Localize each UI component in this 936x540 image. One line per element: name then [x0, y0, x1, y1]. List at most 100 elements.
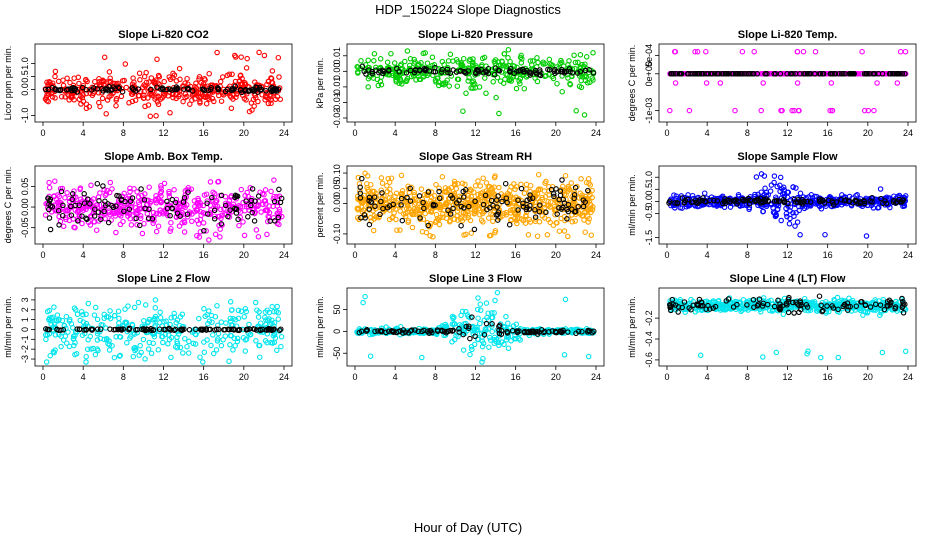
data-point — [58, 188, 65, 195]
data-point — [393, 190, 400, 197]
data-point — [764, 71, 770, 77]
data-point — [225, 201, 232, 207]
data-point — [518, 181, 524, 188]
data-point — [376, 214, 382, 221]
data-point — [590, 70, 597, 76]
data-point — [369, 70, 376, 77]
data-point — [218, 342, 225, 349]
data-point — [894, 80, 901, 86]
data-point — [404, 48, 411, 54]
data-point — [698, 71, 705, 77]
data-point — [479, 55, 486, 62]
data-point — [454, 76, 461, 82]
data-point — [203, 228, 209, 234]
data-point — [879, 71, 886, 77]
data-point — [248, 202, 254, 209]
data-point — [508, 78, 514, 84]
data-point — [190, 91, 196, 97]
y-tick-label: -2 — [20, 345, 30, 353]
data-point — [201, 192, 208, 198]
data-point — [275, 214, 282, 221]
data-point — [236, 78, 243, 84]
data-point — [90, 196, 97, 202]
data-point — [502, 180, 509, 187]
data-point — [210, 332, 216, 338]
data-point — [253, 338, 259, 344]
data-point — [422, 210, 428, 217]
data-point — [678, 71, 685, 77]
data-point — [211, 207, 218, 214]
data-point — [246, 108, 253, 115]
data-point — [853, 192, 859, 199]
panel-frame — [658, 43, 917, 123]
data-point — [276, 208, 283, 215]
data-point — [450, 205, 456, 212]
data-point — [83, 215, 89, 222]
data-point — [355, 174, 362, 181]
data-point — [779, 107, 785, 114]
data-point — [889, 71, 896, 77]
data-point — [153, 210, 160, 217]
data-point — [403, 210, 409, 217]
data-point — [517, 54, 524, 61]
data-point — [81, 200, 88, 206]
y-tick-label: -1.5 — [644, 230, 654, 246]
data-point — [496, 110, 502, 117]
data-point — [477, 212, 483, 218]
data-point — [246, 321, 252, 328]
data-point — [148, 90, 154, 96]
data-point — [46, 198, 53, 204]
x-tick-label: 4 — [705, 372, 710, 382]
data-point — [441, 81, 447, 88]
data-point — [527, 58, 534, 64]
data-point — [425, 208, 432, 214]
x-tick-label: 16 — [823, 372, 833, 382]
data-point — [398, 202, 404, 208]
data-point — [511, 200, 517, 207]
data-point — [95, 209, 102, 215]
data-point — [66, 343, 73, 350]
data-point — [446, 83, 452, 89]
chart-panel: Slope Amb. Box Temp.degrees C per min.0 4… — [3, 151, 293, 260]
data-point — [466, 203, 472, 210]
data-point — [245, 88, 252, 94]
data-point — [429, 54, 436, 61]
data-point — [245, 214, 251, 220]
x-tick-label: 12 — [470, 372, 480, 382]
data-point — [812, 48, 819, 55]
data-point — [261, 52, 268, 59]
data-point — [279, 213, 285, 220]
data-point — [475, 315, 481, 321]
x-tick-label: 12 — [158, 372, 168, 382]
data-point — [234, 338, 241, 345]
x-tick-label: 8 — [121, 250, 126, 260]
data-point — [467, 335, 473, 342]
data-point — [545, 216, 552, 223]
data-point — [486, 197, 492, 203]
x-tick-label: 0 — [664, 372, 669, 382]
data-point — [379, 67, 386, 74]
data-point — [119, 88, 126, 95]
data-point — [397, 227, 403, 233]
x-tick-label: 16 — [199, 372, 209, 382]
data-point — [454, 83, 461, 89]
data-point — [362, 215, 368, 221]
data-point — [113, 95, 120, 102]
y-tick-label: 0.5 — [20, 70, 30, 83]
data-point — [196, 74, 203, 80]
data-point — [562, 172, 569, 179]
y-tick-label: -0.01 — [332, 92, 342, 113]
data-point — [214, 49, 220, 56]
y-tick-label: 2 — [20, 307, 30, 312]
panel-ylabel: ml/min per min. — [627, 174, 637, 236]
data-point — [135, 299, 142, 306]
data-point — [561, 68, 568, 75]
data-point — [523, 206, 530, 213]
data-point — [153, 197, 159, 204]
data-point — [207, 179, 214, 185]
data-point — [207, 86, 214, 93]
data-point — [558, 206, 565, 212]
data-point — [532, 199, 539, 205]
data-point — [492, 57, 499, 63]
